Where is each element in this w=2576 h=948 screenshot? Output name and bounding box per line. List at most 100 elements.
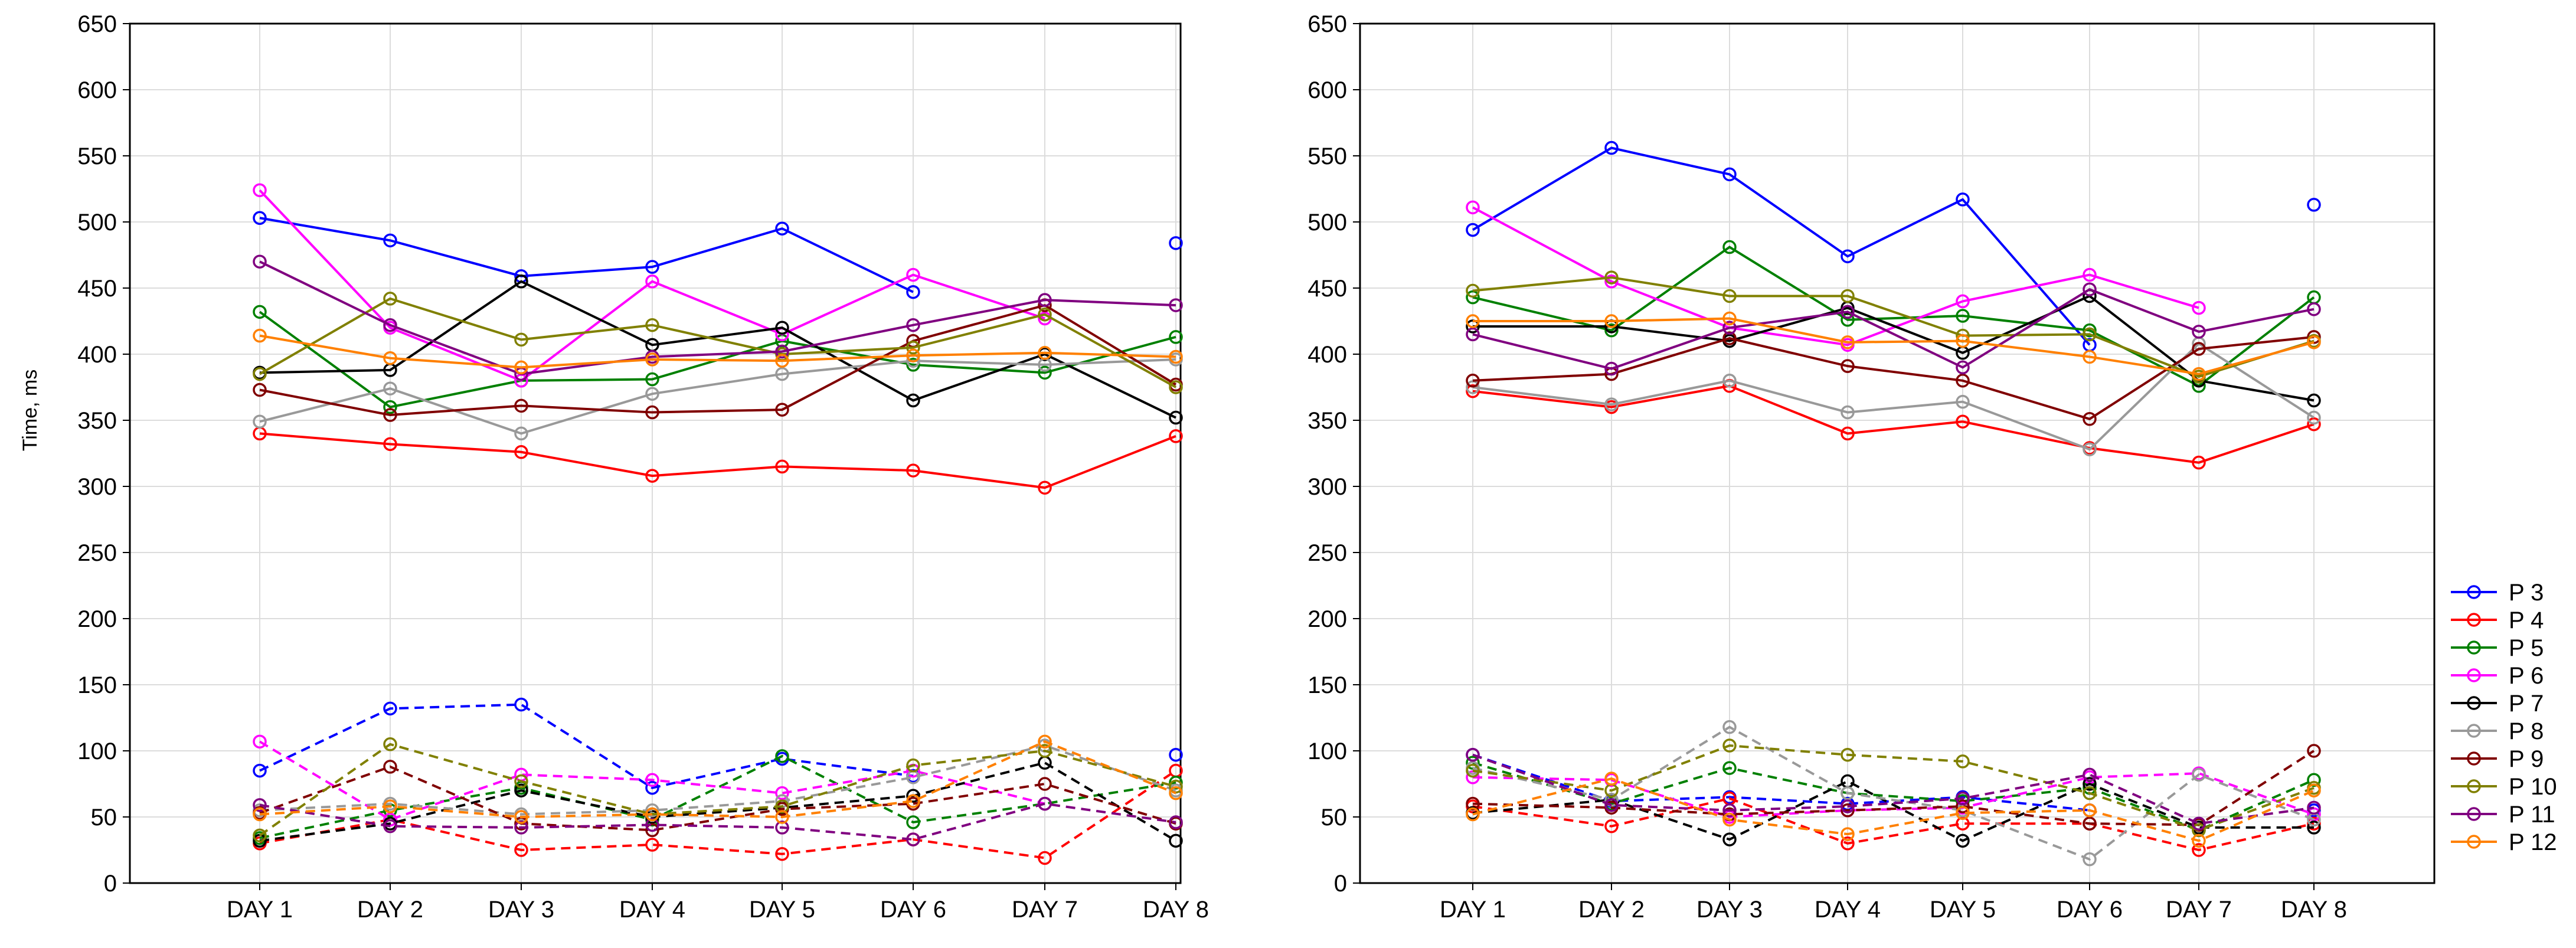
series-p5 <box>1466 240 2321 393</box>
legend-label: P 5 <box>2509 635 2544 661</box>
data-point <box>1604 361 1619 376</box>
series-line <box>1472 246 2315 388</box>
x-tick-label: DAY 7 <box>2166 897 2232 923</box>
x-tick-label: DAY 5 <box>749 897 815 923</box>
data-point <box>645 818 659 832</box>
data-point <box>1956 816 1970 831</box>
series-p4 <box>253 426 1183 495</box>
data-point <box>906 794 920 808</box>
data-point <box>253 798 267 812</box>
data-point <box>1841 747 1855 762</box>
legend-swatch-marker <box>2467 751 2481 766</box>
legend-item: P 4 <box>2451 607 2544 633</box>
x-tick-label: DAY 1 <box>1440 897 1506 923</box>
y-tick-label: 650 <box>1307 11 1347 37</box>
data-point <box>2083 349 2097 364</box>
y-tick-label: 0 <box>104 871 117 897</box>
data-point <box>514 332 528 347</box>
data-point <box>1722 761 1737 775</box>
series-line <box>259 754 1176 839</box>
y-tick-label: 100 <box>1307 738 1347 764</box>
data-point <box>1169 776 1183 790</box>
data-point <box>514 697 528 712</box>
series-line <box>1472 384 2315 464</box>
legend-item: P 12 <box>2451 829 2557 855</box>
data-point <box>1466 763 1480 778</box>
series-line <box>259 769 1177 859</box>
data-point <box>1038 293 1052 307</box>
data-point <box>906 393 920 408</box>
data-point <box>514 360 528 375</box>
x-tick-label: DAY 1 <box>227 897 293 923</box>
data-point <box>383 233 397 248</box>
legend-label: P 3 <box>2509 580 2544 606</box>
data-point <box>775 810 789 824</box>
data-point <box>645 838 659 852</box>
x-tick-label: DAY 3 <box>1696 897 1763 923</box>
data-point <box>1841 249 1855 263</box>
data-point <box>775 459 789 474</box>
data-point <box>1841 359 1855 373</box>
series-line <box>1472 753 2090 812</box>
data-point <box>1169 786 1183 800</box>
data-point <box>1604 140 1619 155</box>
data-point <box>645 352 659 367</box>
series-line <box>259 189 1045 383</box>
data-point <box>2307 773 2321 787</box>
data-point <box>2083 442 2097 457</box>
data-point <box>2307 816 2321 831</box>
data-point <box>2083 777 2097 791</box>
series-line <box>259 334 1176 369</box>
series-p12 <box>1466 311 2321 381</box>
x-tick-label: DAY 6 <box>2057 897 2123 923</box>
data-point <box>1466 223 1480 237</box>
data-point <box>1038 734 1052 749</box>
data-point <box>1466 314 1480 328</box>
series-p10 <box>1466 270 2321 384</box>
series-line <box>1472 146 2091 346</box>
data-point <box>1956 394 1970 409</box>
data-point <box>1038 796 1052 811</box>
data-point <box>2192 767 2206 782</box>
data-point <box>1604 798 1619 812</box>
data-point <box>1466 380 1480 394</box>
data-point <box>1038 480 1052 495</box>
data-point <box>1604 274 1619 289</box>
data-point <box>906 463 920 478</box>
series-line <box>259 703 914 789</box>
series-p10 <box>253 292 1183 394</box>
data-point <box>1841 836 1855 851</box>
legend-item: P 3 <box>2451 580 2544 606</box>
data-point <box>1722 289 1737 303</box>
data-point <box>2083 327 2097 342</box>
legend-item: P 6 <box>2451 663 2544 689</box>
y-tick-label: 550 <box>1307 143 1347 169</box>
series-line <box>259 280 1176 419</box>
data-point <box>906 348 920 362</box>
series-line <box>1472 276 2315 378</box>
data-point <box>1466 200 1480 215</box>
x-tick-label: DAY 2 <box>1578 897 1645 923</box>
data-point <box>906 789 920 803</box>
data-point <box>514 274 528 289</box>
data-point <box>253 734 267 749</box>
series-line <box>259 217 914 293</box>
y-tick-label: 400 <box>77 342 117 368</box>
data-point <box>645 807 659 822</box>
series-line <box>259 743 1176 836</box>
data-point <box>1841 426 1855 441</box>
data-point <box>2192 367 2206 381</box>
chart-panel-2: 0 50 100 150 200 250 300 350 400 450 500 550 600 650 D… <box>1307 11 2436 923</box>
data-point <box>1169 410 1183 425</box>
series-p4 <box>1466 379 2321 470</box>
data-point <box>253 383 267 397</box>
series-dashed-17 <box>253 737 1183 843</box>
y-tick-label: 500 <box>77 210 117 236</box>
data-point <box>1956 334 1970 348</box>
data-point <box>1956 294 1970 309</box>
data-point <box>514 843 528 857</box>
data-point <box>2307 198 2321 212</box>
data-point <box>1722 311 1737 326</box>
data-point <box>383 760 397 774</box>
data-point <box>2307 744 2321 758</box>
